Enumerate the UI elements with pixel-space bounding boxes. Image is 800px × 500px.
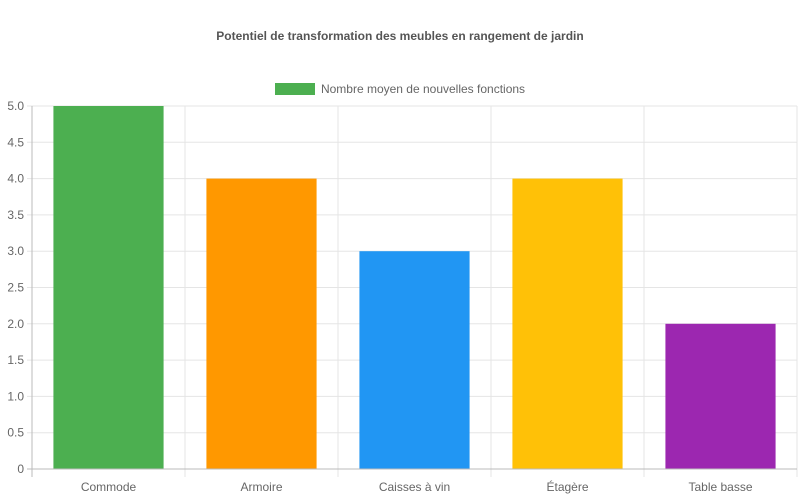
x-tick-label: Table basse [688,480,752,494]
y-tick-label: 0.5 [7,426,24,440]
label-layer: 0 0.5 1.0 1.5 2.0 2.5 3.0 3.5 4.0 4.5 5.0 Commode Ar… [7,99,753,494]
y-tick-label: 3.5 [7,208,24,222]
axis-layer [31,106,797,470]
x-tick-label: Étagère [546,479,588,494]
y-tick-label: 1.0 [7,389,24,403]
y-tick-label: 1.5 [7,353,24,367]
bar-armoire[interactable] [206,178,317,469]
y-tick-label: 0 [17,462,24,476]
legend-swatch [274,83,315,95]
x-tick-label: Commode [81,480,137,494]
y-tick-label: 2.0 [7,317,24,331]
legend[interactable]: Nombre moyen de nouvelles fonctions [0,82,800,96]
y-tick-label: 4.0 [7,172,24,186]
y-tick-label: 3.0 [7,244,24,258]
chart-title: Potentiel de transformation des meubles … [216,29,584,43]
y-tick-label: 2.5 [7,281,24,295]
x-tick-label: Armoire [240,480,282,494]
bar-étagère[interactable] [512,178,623,469]
bar-layer [53,106,776,469]
bar-table-basse[interactable] [665,323,776,469]
x-tick-label: Caisses à vin [379,480,450,494]
bar-commode[interactable] [53,106,164,469]
y-tick-label: 5.0 [7,99,24,113]
legend-label: Nombre moyen de nouvelles fonctions [320,82,526,96]
y-tick-label: 4.5 [7,135,24,149]
bar-caisses-à-vin[interactable] [359,251,470,469]
